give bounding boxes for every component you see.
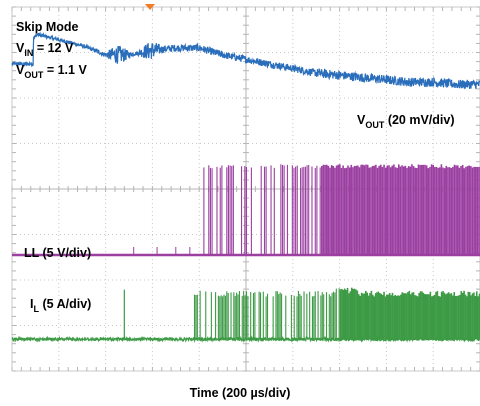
- vout-channel-label: VOUT (20 mV/div): [357, 113, 455, 130]
- ll-channel-label: LL (5 V/div): [24, 246, 91, 260]
- trigger-marker: [145, 4, 155, 10]
- scope-traces: [11, 31, 480, 343]
- vin-label: VIN = 12 V: [16, 41, 74, 58]
- vout-setpoint-label: VOUT = 1.1 V: [16, 63, 87, 80]
- scope-settings-block: Skip Mode VIN = 12 V VOUT = 1.1 V: [16, 20, 87, 80]
- x-axis-label: Time (200 µs/div): [190, 386, 291, 400]
- il-channel-label: IL (5 A/div): [30, 297, 91, 314]
- mode-label: Skip Mode: [16, 20, 79, 34]
- vout-trace: [11, 31, 480, 90]
